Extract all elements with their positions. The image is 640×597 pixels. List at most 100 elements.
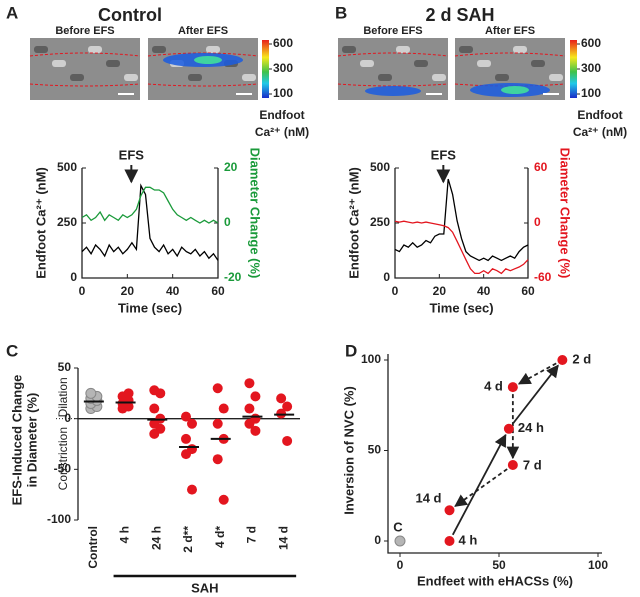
texture [432, 74, 446, 81]
y2-tick-label: 20 [224, 160, 238, 174]
data-point [187, 484, 197, 495]
colorbar-tick-label: 600 [273, 36, 293, 50]
transition-arrow [454, 468, 508, 507]
x-tick-label: 14 d [276, 526, 290, 550]
panel-title: 2 d SAH [425, 5, 494, 25]
region-label: Constriction [56, 427, 70, 490]
y-tick-label: 50 [368, 443, 382, 457]
data-point [85, 387, 97, 399]
y-axis-label: Endfoot Ca²⁺ (nM) [33, 167, 48, 279]
x-tick-label: 0 [392, 284, 399, 298]
data-point [282, 401, 293, 412]
y-tick-label: 0 [70, 270, 77, 284]
y2-tick-label: 0 [224, 215, 231, 229]
series-line [394, 178, 529, 262]
group-label: SAH [191, 580, 218, 595]
vessel-edge [147, 83, 259, 87]
colorbar [262, 40, 269, 98]
texture [378, 74, 392, 81]
texture [242, 74, 256, 81]
y2-tick-label: 60 [534, 160, 548, 174]
x-tick-label: 7 d [245, 526, 259, 543]
y-tick-label: 100 [361, 352, 381, 366]
texture [206, 46, 220, 53]
series-line [394, 220, 529, 275]
data-point [444, 505, 455, 516]
y2-axis-label: Diameter Change (%) [248, 148, 263, 279]
vessel-edge [29, 83, 141, 87]
data-point [212, 454, 223, 465]
panel-letter: A [6, 3, 18, 22]
y-axis-label: in Diameter (%) [24, 393, 39, 488]
texture [342, 46, 356, 53]
colorbar-tick-label: 100 [581, 86, 601, 100]
data-point [282, 435, 293, 446]
micrograph [30, 38, 140, 100]
data-point [187, 418, 197, 429]
texture [531, 60, 545, 67]
x-tick-label: 2 d** [181, 526, 195, 553]
colorbar-label: Ca²⁺ (nM) [255, 125, 309, 139]
vessel-edge [454, 52, 566, 57]
y-tick-label: -50 [54, 462, 72, 476]
point-label: 4 h [459, 532, 478, 547]
data-point [155, 388, 166, 399]
data-point [181, 433, 191, 444]
data-point [218, 494, 229, 505]
y-tick-label: 250 [370, 215, 390, 229]
x-tick-label: 20 [433, 284, 447, 298]
axis [387, 354, 602, 554]
texture [70, 74, 84, 81]
series-line [81, 183, 219, 261]
annotation: EFS [431, 147, 457, 162]
x-tick-label: 24 h [149, 526, 163, 550]
data-point [149, 403, 160, 414]
x-tick-label: Control [86, 526, 100, 569]
point-label: 24 h [518, 420, 544, 435]
vessel-edge [337, 52, 449, 57]
region-label: Dilation [56, 377, 70, 417]
y2-tick-label: 0 [534, 215, 541, 229]
data-point [149, 428, 160, 439]
y-tick-label: 0 [64, 411, 71, 425]
data-point [503, 423, 514, 434]
texture [52, 60, 66, 67]
y2-axis-label: Diameter Change (%) [558, 148, 573, 279]
colorbar-tick-label: 600 [581, 36, 601, 50]
y2-tick-label: -60 [534, 270, 552, 284]
data-point [507, 459, 518, 470]
x-tick-label: 0 [79, 284, 86, 298]
data-point [557, 355, 568, 365]
calcium-signal [194, 56, 222, 64]
transition-arrow [512, 364, 559, 424]
data-point [276, 408, 287, 419]
texture [34, 46, 48, 53]
texture [360, 60, 374, 67]
texture [124, 74, 138, 81]
transition-arrow [451, 433, 507, 536]
data-point [444, 536, 455, 546]
x-tick-label: 40 [166, 284, 180, 298]
micrograph [148, 38, 258, 100]
x-tick-label: 100 [588, 558, 608, 572]
panel-letter: C [6, 341, 18, 360]
x-tick-label: 20 [121, 284, 135, 298]
y-tick-label: 500 [57, 160, 77, 174]
texture [513, 46, 527, 53]
axis [81, 168, 219, 279]
panel-letter: D [345, 341, 357, 360]
data-point [250, 391, 261, 402]
texture [495, 74, 509, 81]
colorbar-label: Endfoot [577, 108, 622, 122]
x-tick-label: 50 [492, 558, 506, 572]
vessel-edge [29, 52, 141, 57]
x-axis-label: Time (sec) [118, 300, 182, 315]
annotation: EFS [119, 147, 145, 162]
x-tick-label: 4 h [118, 526, 132, 543]
x-tick-label: 0 [397, 558, 404, 572]
point-label: 4 d [484, 379, 503, 394]
texture [152, 46, 166, 53]
x-axis-label: Time (sec) [429, 300, 493, 315]
data-point [507, 382, 518, 393]
